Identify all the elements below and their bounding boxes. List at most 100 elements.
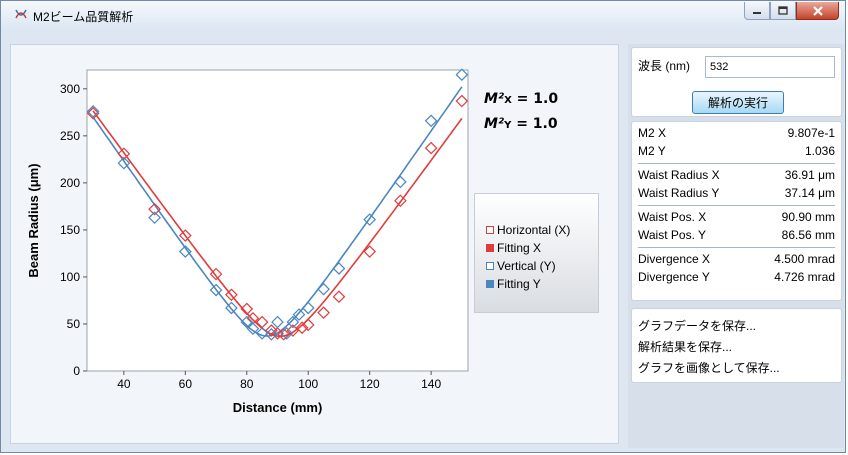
m2x-symbol: M² bbox=[484, 91, 505, 107]
legend-swatch-horizontal bbox=[486, 226, 494, 234]
result-row-waist-radius-x: Waist Radius X 36.91 μm bbox=[638, 166, 835, 184]
legend-horizontal: Horizontal (X) bbox=[486, 223, 570, 237]
result-value: 90.90 mm bbox=[781, 210, 835, 224]
data-point bbox=[117, 156, 131, 170]
result-label: M2 Y bbox=[638, 144, 666, 158]
m2x-value: = 1.0 bbox=[511, 91, 559, 107]
maximize-icon bbox=[778, 6, 788, 15]
result-row-waist-radius-y: Waist Radius Y 37.14 μm bbox=[638, 184, 835, 202]
result-value: 86.56 mm bbox=[781, 228, 835, 242]
result-label: Waist Pos. X bbox=[638, 210, 707, 224]
result-value: 36.91 μm bbox=[784, 168, 835, 182]
result-label: Divergence X bbox=[638, 252, 711, 266]
minimize-icon bbox=[753, 11, 761, 14]
x-tick-label: 80 bbox=[240, 377, 254, 391]
result-label: Waist Radius X bbox=[638, 168, 720, 182]
result-row-waist-pos-y: Waist Pos. Y 86.56 mm bbox=[638, 226, 835, 244]
divider bbox=[638, 163, 835, 164]
data-point bbox=[280, 327, 294, 340]
title-bar[interactable]: M2ビーム品質解析 bbox=[1, 1, 845, 31]
maximize-button[interactable] bbox=[770, 2, 796, 20]
close-button[interactable] bbox=[796, 2, 839, 20]
window-title: M2ビーム品質解析 bbox=[33, 10, 134, 24]
data-point bbox=[286, 324, 300, 337]
divider bbox=[638, 205, 835, 206]
m2y-display: M²Y = 1.0 bbox=[484, 116, 558, 132]
x-tick-label: 140 bbox=[421, 377, 441, 391]
result-row-divergence-x: Divergence X 4.500 mrad bbox=[638, 250, 835, 268]
result-row-divergence-y: Divergence Y 4.726 mrad bbox=[638, 268, 835, 286]
data-point bbox=[424, 114, 438, 128]
data-point bbox=[286, 315, 300, 329]
y-tick-label: 300 bbox=[60, 82, 80, 96]
data-point bbox=[240, 302, 254, 316]
beam-radius-chart: 0 50 100 150 200 250 300 40 60 80 100 120 140 Distanc… bbox=[26, 68, 469, 415]
legend-label-fitting-y: Fitting Y bbox=[497, 277, 541, 291]
fit-line-fitting-y bbox=[92, 86, 463, 337]
x-tick-label: 60 bbox=[179, 377, 193, 391]
data-point bbox=[255, 327, 269, 340]
y-tick-label: 0 bbox=[73, 364, 80, 378]
data-point bbox=[394, 194, 407, 208]
data-point bbox=[86, 105, 100, 118]
wavelength-input[interactable] bbox=[705, 56, 835, 78]
legend-vertical: Vertical (Y) bbox=[486, 259, 556, 273]
wavelength-label: 波長 (nm) bbox=[638, 59, 690, 73]
legend-label-horizontal: Horizontal (X) bbox=[497, 223, 571, 237]
y-axis-label: Beam Radius (μm) bbox=[26, 163, 41, 277]
x-tick-label: 100 bbox=[298, 377, 318, 391]
y-tick-label: 150 bbox=[60, 223, 80, 237]
app-icon bbox=[15, 9, 27, 19]
legend-swatch-fitting-y bbox=[486, 280, 494, 288]
result-row-m2y: M2 Y 1.036 bbox=[638, 142, 835, 160]
divider bbox=[638, 247, 835, 248]
result-value: 9.807e-1 bbox=[787, 126, 835, 140]
window-controls bbox=[744, 2, 839, 20]
data-point bbox=[148, 211, 161, 225]
data-point bbox=[363, 245, 377, 258]
result-row-m2x: M2 X 9.807e-1 bbox=[638, 124, 835, 142]
minimize-button[interactable] bbox=[744, 2, 770, 20]
wavelength-card: 波長 (nm) 解析の実行 bbox=[631, 47, 842, 117]
y-tick-label: 250 bbox=[60, 129, 80, 143]
x-tick-label: 120 bbox=[360, 377, 380, 391]
result-label: Waist Radius Y bbox=[638, 186, 720, 200]
legend-label-fitting-x: Fitting X bbox=[497, 241, 542, 255]
data-point bbox=[301, 301, 315, 315]
m2y-value: = 1.0 bbox=[511, 116, 558, 132]
y-tick-label: 50 bbox=[67, 317, 81, 331]
data-point bbox=[246, 322, 260, 336]
data-point bbox=[271, 315, 284, 329]
data-point bbox=[209, 267, 223, 281]
data-point bbox=[301, 318, 315, 332]
legend-fitting-y: Fitting Y bbox=[486, 277, 541, 291]
m2x-display: M²X = 1.0 bbox=[484, 91, 558, 107]
results-card: M2 X 9.807e-1 M2 Y 1.036 Waist Radius X 36.… bbox=[631, 121, 842, 301]
save-results-link[interactable]: 解析結果を保存... bbox=[638, 340, 733, 354]
data-point bbox=[317, 282, 330, 296]
legend-label-vertical: Vertical (Y) bbox=[497, 259, 556, 273]
plot-area bbox=[86, 69, 469, 372]
result-label: M2 X bbox=[638, 126, 667, 140]
result-row-waist-pos-x: Waist Pos. X 90.90 mm bbox=[638, 208, 835, 226]
data-point bbox=[148, 202, 161, 216]
side-panel: 波長 (nm) 解析の実行 M2 X 9.807e-1 M2 Y 1.036 Wai… bbox=[628, 44, 844, 448]
save-graph-image-link[interactable]: グラフを画像として保存... bbox=[638, 361, 780, 375]
data-point bbox=[455, 94, 469, 108]
data-point bbox=[240, 315, 254, 329]
data-point bbox=[178, 229, 192, 242]
data-point bbox=[394, 175, 407, 189]
actions-card: グラフデータを保存... 解析結果を保存... グラフを画像として保存... bbox=[631, 308, 842, 383]
legend-swatch-vertical bbox=[486, 262, 494, 270]
run-analysis-button[interactable]: 解析の実行 bbox=[692, 91, 784, 114]
data-point bbox=[363, 213, 377, 226]
m2y-symbol: M² bbox=[484, 116, 505, 132]
result-value: 4.726 mrad bbox=[774, 270, 835, 284]
save-graph-data-link[interactable]: グラフデータを保存... bbox=[638, 319, 757, 333]
x-axis-label: Distance (mm) bbox=[233, 400, 323, 415]
data-point bbox=[332, 262, 346, 275]
data-point bbox=[117, 147, 131, 161]
result-label: Waist Pos. Y bbox=[638, 228, 707, 242]
y-tick-label: 100 bbox=[60, 270, 80, 284]
m2y-subscript: Y bbox=[504, 120, 512, 131]
